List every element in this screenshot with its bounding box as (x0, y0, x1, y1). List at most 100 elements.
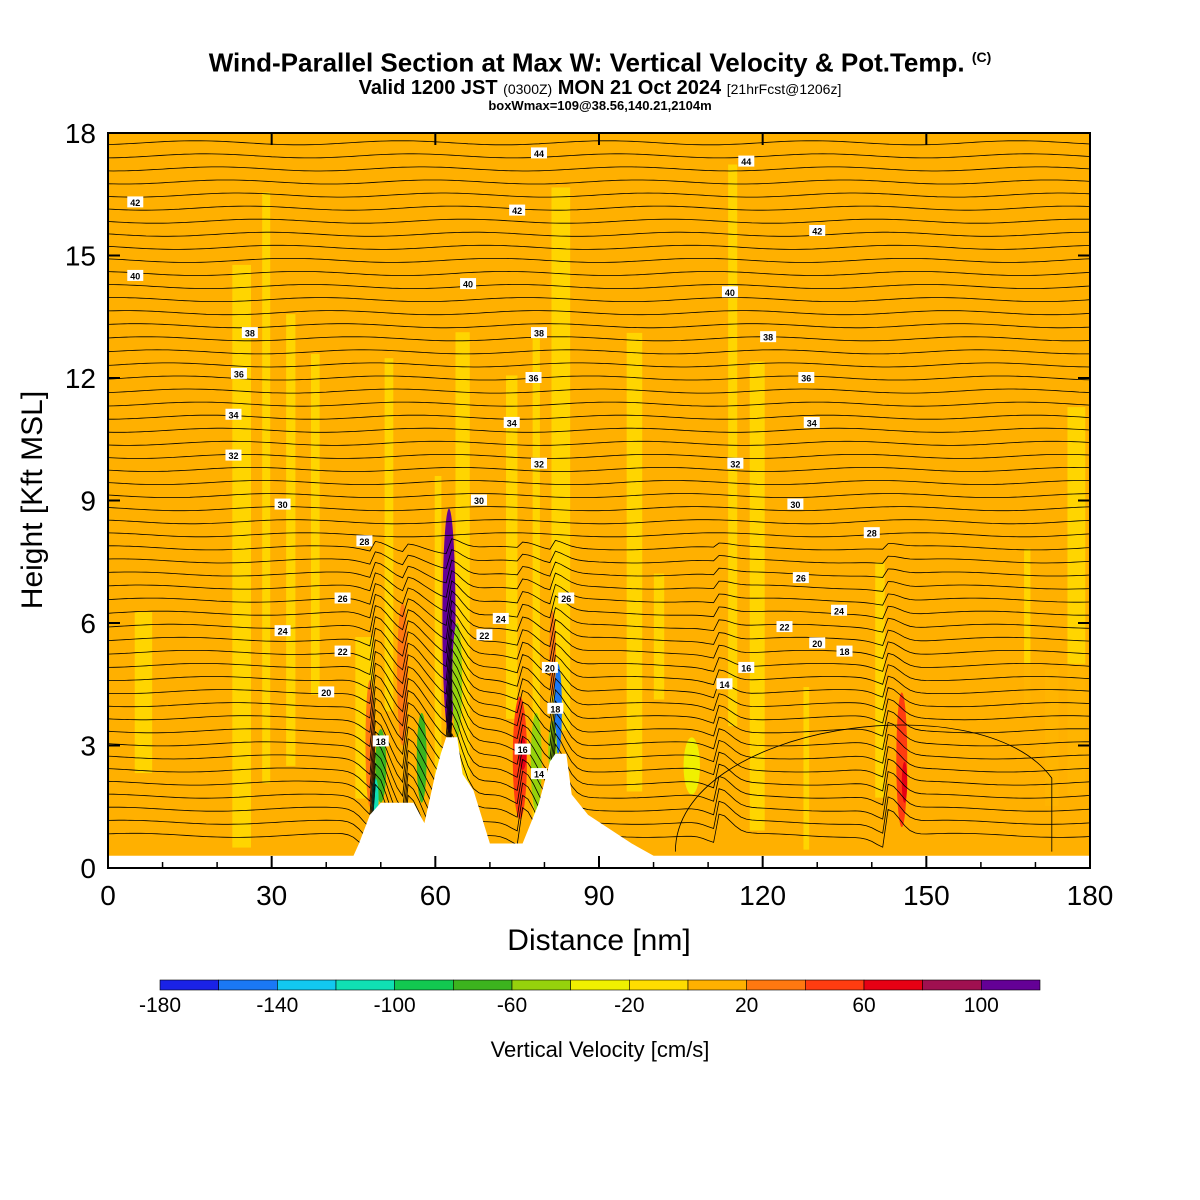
y-tick-label: 0 (80, 853, 96, 884)
isentrope-label: 20 (541, 661, 558, 673)
isentrope-label: 32 (530, 457, 547, 469)
isentrope-label: 38 (530, 327, 547, 339)
isentrope-label-bg (225, 408, 242, 420)
isentrope-label: 20 (318, 686, 335, 698)
valid-prefix: Valid 1200 JST (358, 76, 498, 99)
isentrope-label-bg (509, 204, 526, 216)
y-tick-label: 15 (65, 241, 96, 272)
isentrope-label: 30 (787, 498, 804, 510)
y-axis-title: Height [Kft MSL] (16, 391, 49, 609)
isentrope-line (108, 310, 1090, 316)
isentrope-label-text: 44 (741, 157, 751, 167)
isentrope-label-bg (492, 612, 509, 624)
velocity-feature (530, 712, 542, 811)
colorbar-segment (159, 979, 219, 991)
isentrope-label: 38 (241, 327, 258, 339)
isentrope-label-text: 16 (741, 663, 751, 673)
isentrope-label-text: 42 (130, 198, 140, 208)
colorbar-tick-label: -20 (614, 994, 644, 1017)
velocity-streak (899, 663, 1090, 856)
isentrope-label: 42 (127, 196, 144, 208)
isentrope-label: 40 (721, 286, 738, 298)
isentrope-label-text: 26 (796, 574, 806, 584)
isentrope-label-text: 28 (359, 537, 369, 547)
isentrope-label: 16 (514, 743, 531, 755)
x-tick-label: 30 (256, 880, 287, 911)
colorbar-title: Vertical Velocity [cm/s] (491, 1037, 710, 1062)
isentrope-label-text: 36 (234, 369, 244, 379)
isentrope-label: 34 (225, 408, 242, 420)
isentrope-label-bg (541, 661, 558, 673)
isentrope-label-text: 38 (763, 333, 773, 343)
velocity-streak (969, 447, 988, 736)
isentrope-label: 28 (863, 527, 880, 539)
velocity-streak (626, 332, 643, 792)
isentrope-label-bg (792, 572, 809, 584)
isentrope-label-bg (460, 278, 477, 290)
isentrope-label: 24 (831, 604, 848, 616)
isentrope-label: 26 (334, 592, 351, 604)
isentrope-label-bg (760, 331, 777, 343)
box-wmax-line: boxWmax=109@38.56,140.21,2104m (488, 97, 712, 113)
velocity-feature (896, 692, 908, 828)
isentrope-label-bg (241, 327, 258, 339)
isentrope-line (108, 538, 1090, 555)
isentrope-label-text: 40 (463, 280, 473, 290)
isentrope-label-bg (776, 621, 793, 633)
y-tick-label: 6 (80, 608, 96, 639)
colorbar-segment (511, 979, 571, 991)
isentrope-line (108, 638, 1090, 695)
x-axis-title: Distance [nm] (507, 924, 690, 957)
terrain (108, 737, 1090, 868)
isentrope-label-bg (738, 661, 755, 673)
isentrope-label: 22 (476, 629, 493, 641)
velocity-streak (384, 358, 394, 712)
y-tick-label: 3 (80, 731, 96, 762)
isentrope-line (108, 466, 1090, 472)
colorbar-segment (453, 979, 513, 991)
isentrope-label: 42 (509, 204, 526, 216)
colorbar-segment (687, 979, 747, 991)
isentrope-line (108, 710, 1090, 797)
colorbar-segment (922, 979, 982, 991)
isentrope-label-text: 30 (474, 496, 484, 506)
velocity-streak (262, 192, 271, 784)
velocity-streak (827, 184, 835, 721)
isentrope-label-bg (470, 494, 487, 506)
isentrope-label: 32 (225, 449, 242, 461)
isentrope-line (108, 179, 1090, 185)
velocity-streak (286, 314, 296, 766)
isentrope-line (108, 647, 1090, 709)
isentrope-line (108, 744, 1090, 841)
isentrope-label-text: 34 (228, 410, 238, 420)
isentrope-line (108, 414, 1090, 420)
isentrope-label-bg (356, 535, 373, 547)
colorbar-tick-label: 100 (964, 994, 999, 1017)
colorbar-segment (335, 979, 395, 991)
title-block: Wind-Parallel Section at Max W: Vertical… (0, 42, 1200, 112)
isentrope-line (108, 506, 1090, 512)
x-tick-label: 60 (420, 880, 451, 911)
isentrope-label-bg (558, 592, 575, 604)
isentrope-label-text: 32 (730, 459, 740, 469)
y-tick-label: 12 (65, 363, 96, 394)
colorbar-tick-label: -180 (139, 994, 181, 1017)
isentrope-label-bg (525, 372, 542, 383)
isentrope-label-bg (738, 155, 755, 167)
isentrope-label-text: 32 (534, 459, 544, 469)
isentrope-line (108, 166, 1090, 172)
isentrope-label-text: 22 (338, 647, 348, 657)
isentrope-label: 28 (356, 535, 373, 547)
isentrope-label-text: 34 (807, 418, 817, 428)
isentrope-label: 40 (127, 269, 144, 281)
isentrope-label-text: 20 (545, 663, 555, 673)
isentrope-label: 26 (792, 572, 809, 584)
isentrope-label: 44 (738, 155, 755, 167)
isentrope-label-text: 42 (812, 227, 822, 237)
isentrope-label-bg (503, 416, 520, 428)
isentrope-line (108, 559, 1090, 584)
isentrope-label-bg (476, 629, 493, 641)
isentrope-label-bg (530, 147, 547, 159)
colorbar-segment (629, 979, 689, 991)
isentrope-label: 40 (460, 278, 477, 290)
